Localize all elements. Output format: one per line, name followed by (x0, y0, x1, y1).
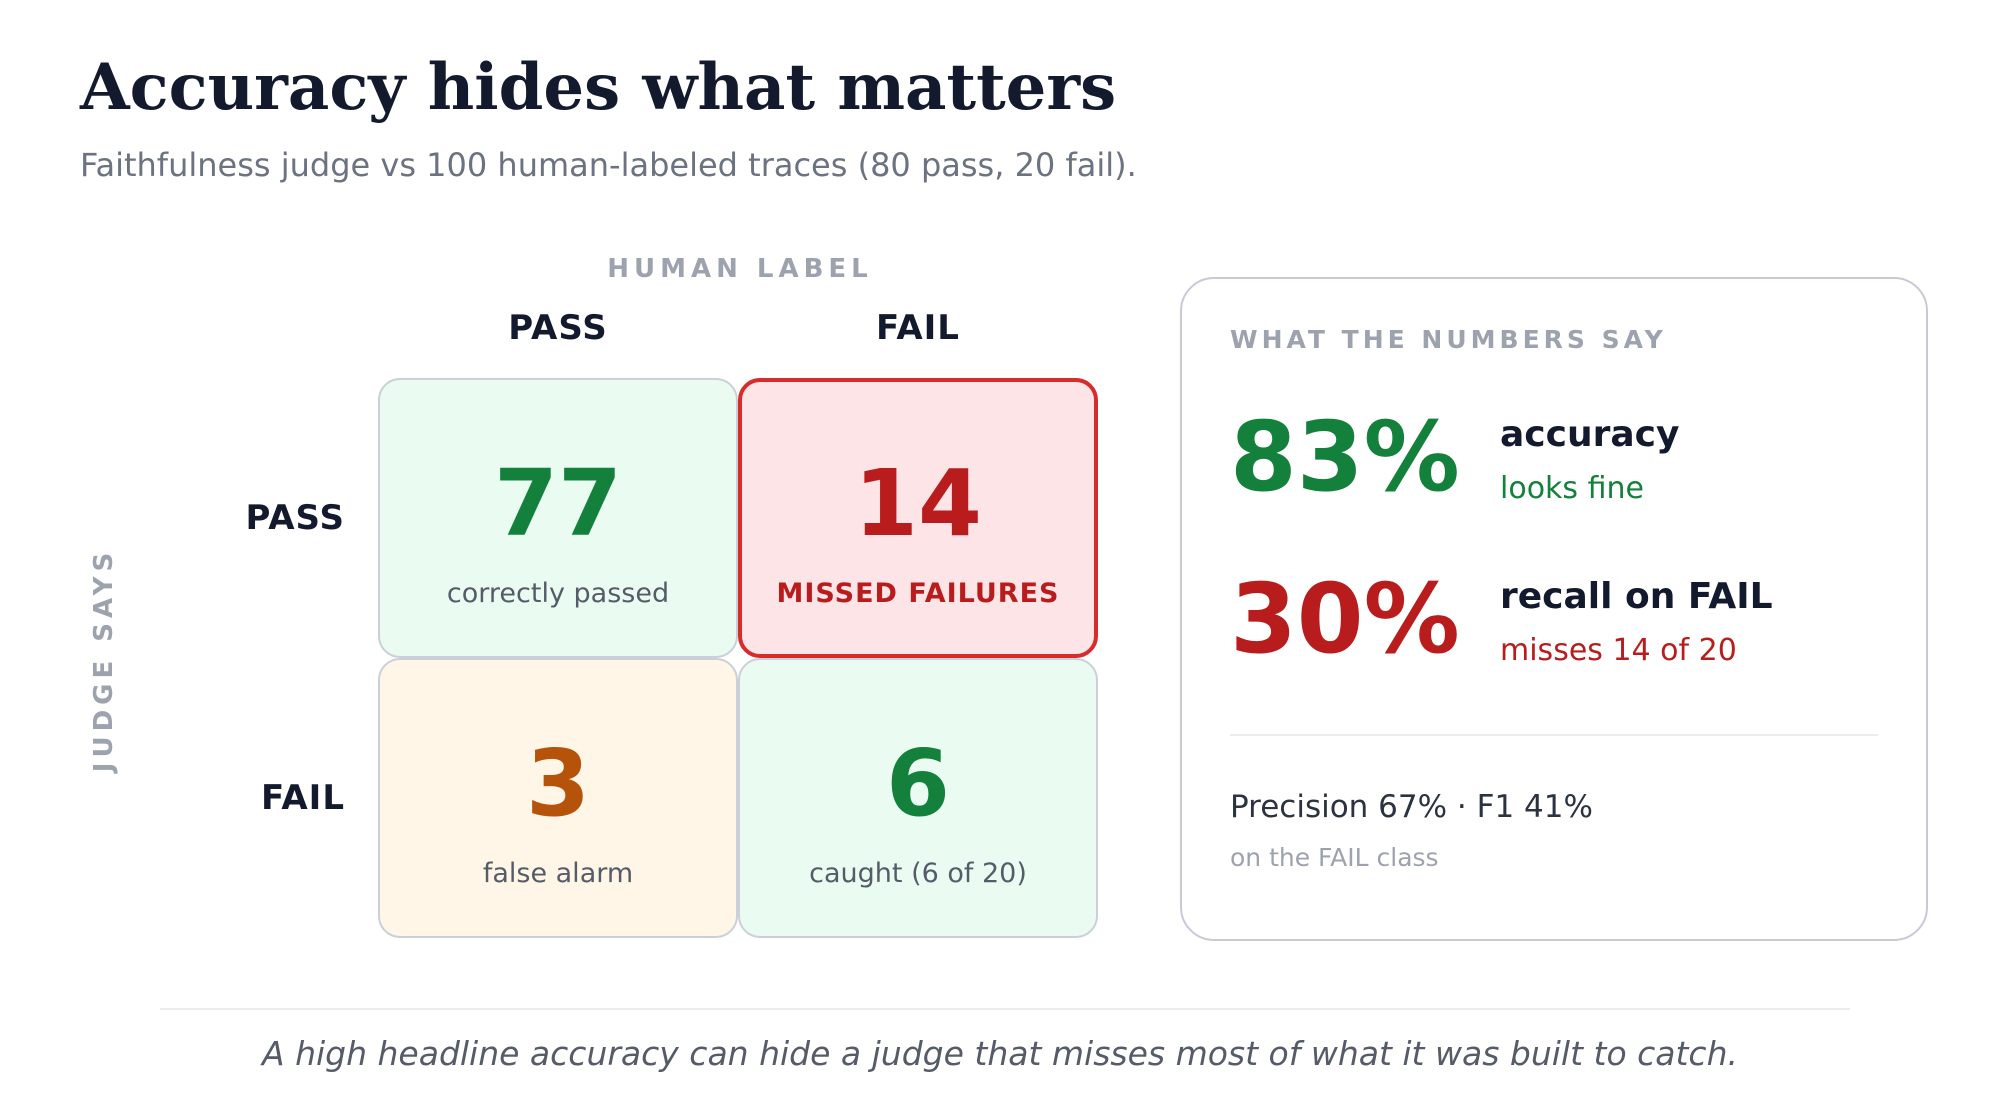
accuracy-value: 83% (1230, 401, 1460, 513)
panel-divider (1230, 734, 1878, 736)
recall-note: misses 14 of 20 (1500, 633, 1737, 668)
recall-label: recall on FAIL (1500, 576, 1773, 617)
recall-value: 30% (1230, 563, 1460, 675)
cell-missed-failures: 14 MISSED FAILURES (738, 378, 1098, 658)
metrics-panel: WHAT THE NUMBERS SAY 83% accuracy looks … (1180, 277, 1928, 941)
column-header-pass: PASS (508, 308, 608, 348)
precision-f1-note: on the FAIL class (1230, 843, 1439, 872)
row-header-pass: PASS (245, 498, 345, 538)
cell-false-alarm-caption: false alarm (482, 858, 634, 889)
column-header-fail: FAIL (876, 308, 960, 348)
cell-false-alarm: 3 false alarm (378, 658, 738, 938)
accuracy-note: looks fine (1500, 471, 1644, 506)
metrics-panel-title: WHAT THE NUMBERS SAY (1230, 325, 1667, 354)
accuracy-label: accuracy (1500, 414, 1680, 455)
cell-caught: 6 caught (6 of 20) (738, 658, 1098, 938)
footer-note: A high headline accuracy can hide a judg… (262, 1034, 1738, 1073)
cell-true-pass-count: 77 (493, 450, 623, 557)
page-title: Accuracy hides what matters (80, 50, 1117, 125)
cell-true-pass-caption: correctly passed (446, 578, 670, 609)
row-header-fail: FAIL (261, 778, 345, 818)
cell-false-alarm-count: 3 (525, 730, 590, 837)
judge-says-axis-text: JUDGE SAYS (89, 547, 119, 773)
human-label-axis-title: HUMAN LABEL (607, 254, 873, 284)
footer-divider (160, 1008, 1850, 1010)
cell-caught-caption: caught (6 of 20) (809, 858, 1027, 889)
page-subtitle: Faithfulness judge vs 100 human-labeled … (80, 146, 1137, 184)
cell-caught-count: 6 (885, 730, 950, 837)
cell-missed-failures-count: 14 (853, 450, 983, 557)
cell-missed-failures-caption: MISSED FAILURES (776, 578, 1060, 609)
cell-true-pass: 77 correctly passed (378, 378, 738, 658)
precision-f1-text: Precision 67% · F1 41% (1230, 789, 1593, 825)
